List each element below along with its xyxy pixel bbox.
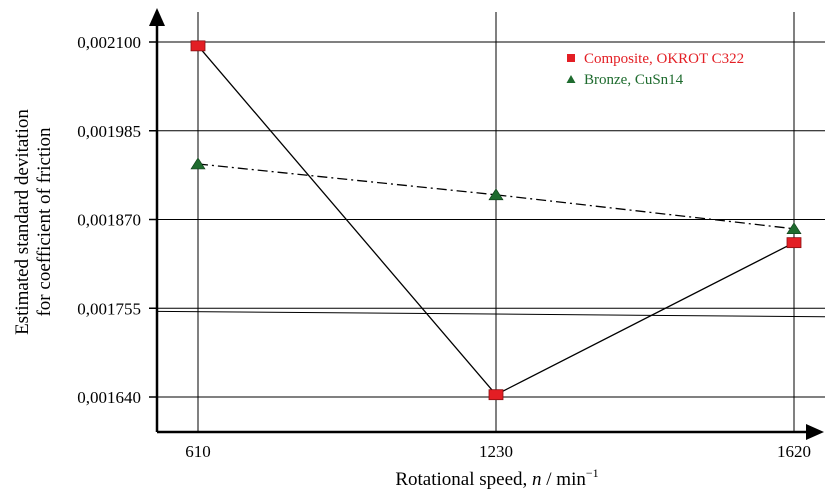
y-tick-label-0: 0,001640 <box>77 388 141 407</box>
y-tick-label-1: 0,001755 <box>77 299 141 318</box>
y-axis-title-line2: for coefficient of friction <box>34 127 55 317</box>
marker-series-1-pt-2 <box>786 222 802 235</box>
marker-series-0-pt-1 <box>488 389 504 401</box>
reference-line-group <box>156 310 825 318</box>
x-tick-label-2: 1620 <box>777 442 811 461</box>
legend: Composite, OKROT C322 Bronze, CuSn14 <box>566 51 744 88</box>
legend-marker-bronze <box>566 75 576 83</box>
series-markers <box>190 40 802 401</box>
y-axis-title: Estimated standard devitation for coeffi… <box>12 109 55 335</box>
marker-series-1-pt-1 <box>488 188 504 201</box>
marker-series-0-pt-2 <box>786 237 802 249</box>
axes <box>149 8 824 440</box>
y-tick-label-4: 0,002100 <box>77 33 141 52</box>
x-axis-arrow <box>806 424 824 440</box>
reference-line <box>156 310 825 318</box>
marker-series-1-pt-0 <box>190 157 206 170</box>
y-axis-arrow <box>149 8 165 26</box>
y-tick-label-3: 0,001985 <box>77 122 141 141</box>
x-axis-title: Rotational speed, n / min−1 <box>395 466 598 490</box>
marker-series-0-pt-0 <box>190 40 206 52</box>
legend-marker-composite <box>567 54 575 62</box>
y-tick-labels: 0,001640 0,001755 0,001870 0,001985 0,002100 <box>77 33 157 407</box>
legend-label-composite: Composite, OKROT C322 <box>584 51 744 67</box>
y-tick-label-2: 0,001870 <box>77 211 141 230</box>
x-tick-labels: 610 1230 1620 <box>185 442 811 461</box>
x-tick-label-1: 1230 <box>479 442 513 461</box>
y-axis-title-line1: Estimated standard devitation <box>12 109 33 335</box>
legend-label-bronze: Bronze, CuSn14 <box>584 72 684 88</box>
x-tick-label-0: 610 <box>185 442 211 461</box>
grid <box>157 12 825 432</box>
